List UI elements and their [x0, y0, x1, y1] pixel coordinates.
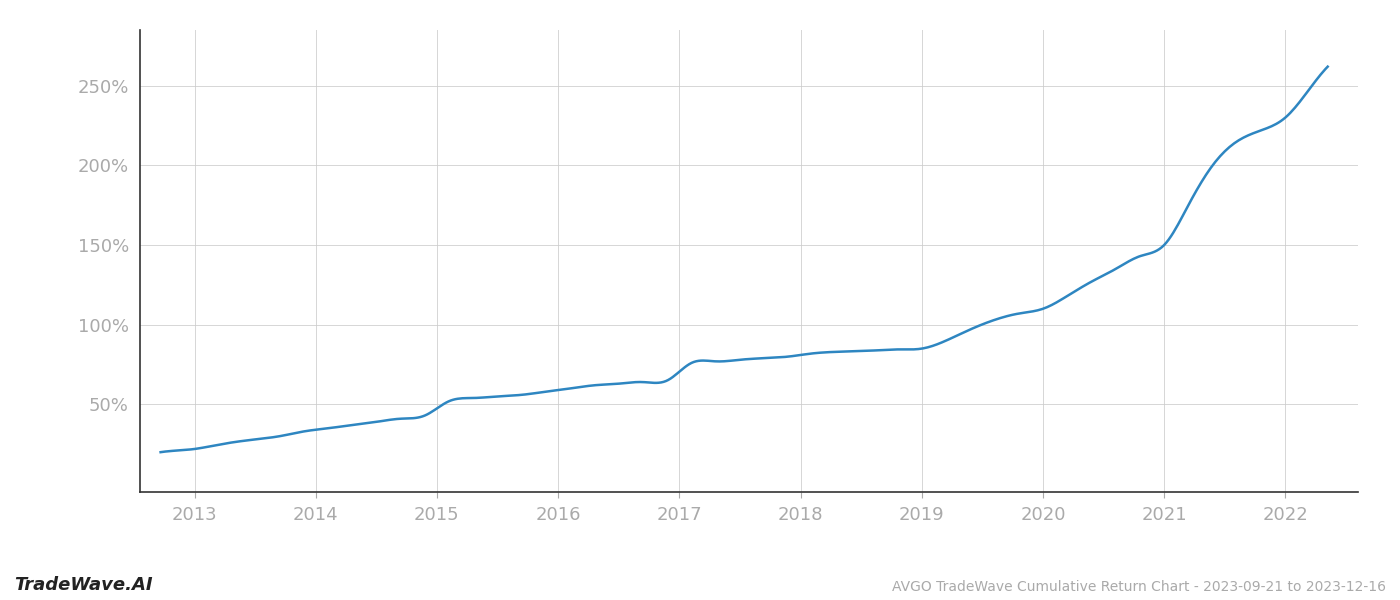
Text: AVGO TradeWave Cumulative Return Chart - 2023-09-21 to 2023-12-16: AVGO TradeWave Cumulative Return Chart -…	[892, 580, 1386, 594]
Text: TradeWave.AI: TradeWave.AI	[14, 576, 153, 594]
